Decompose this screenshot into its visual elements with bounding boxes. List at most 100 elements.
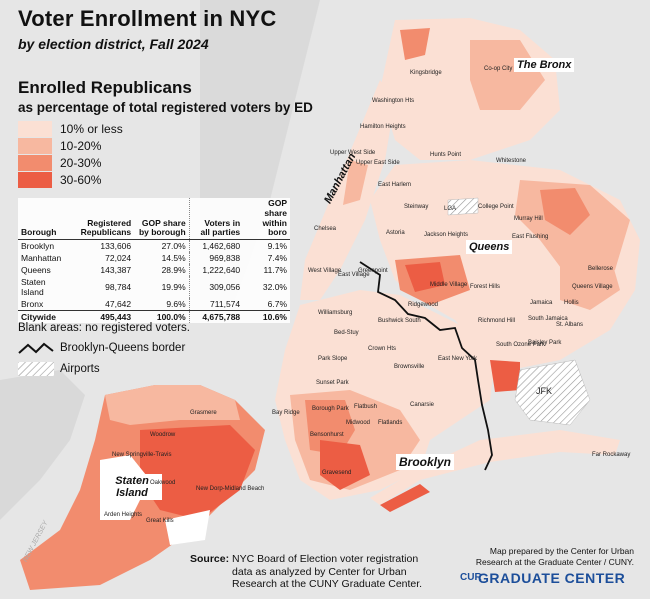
table-cell: 711,574 bbox=[188, 298, 244, 311]
table-cell: 98,784 bbox=[105, 282, 132, 293]
border-key-label: Brooklyn-Queens border bbox=[60, 342, 186, 354]
map-label: South Jamaica bbox=[528, 316, 568, 322]
table-cell: 14.5% bbox=[161, 253, 186, 264]
map-label: Far Rockaway bbox=[592, 452, 631, 458]
staten-island-north bbox=[105, 385, 240, 425]
table-cell: 47,642 bbox=[105, 299, 132, 310]
table-cell: 72,024 bbox=[105, 253, 132, 264]
legend-heading: Enrolled Republicans bbox=[18, 78, 192, 97]
rockaway-hot bbox=[380, 484, 430, 512]
map-label: Great Kills bbox=[146, 518, 174, 524]
table-cell: 32.0% bbox=[262, 282, 287, 293]
graduate-center-logo: GRADUATE CENTER bbox=[478, 570, 626, 586]
map-label: Murray Hill bbox=[514, 216, 543, 222]
map-label: Baisley Park bbox=[528, 340, 562, 346]
legend-label: 10-20% bbox=[60, 139, 102, 153]
table-cell: 100.0% bbox=[134, 310, 190, 324]
map-label: East Village bbox=[338, 272, 370, 278]
table-cell: 27.0% bbox=[161, 241, 186, 252]
jfk-airport bbox=[514, 359, 591, 426]
map-label: Co-op City bbox=[484, 66, 513, 72]
queens-patch4 bbox=[560, 250, 620, 310]
table-row: Bronx 47,642 9.6% 711,574 6.7% bbox=[18, 298, 290, 311]
table-header: Registered Republicans bbox=[66, 198, 135, 241]
brooklyn-hot3 bbox=[490, 360, 520, 392]
legend-swatch bbox=[18, 121, 52, 137]
brooklyn-queens-border bbox=[359, 261, 493, 471]
page-subtitle: by election district, Fall 2024 bbox=[18, 36, 209, 52]
map-label: Flatbush bbox=[354, 404, 378, 410]
legend-item: 10% or less bbox=[18, 120, 123, 138]
table-cell: Citywide bbox=[18, 310, 67, 324]
table-cell: 495,443 bbox=[66, 310, 135, 324]
legend-item: 20-30% bbox=[18, 154, 101, 172]
map-label: East Flushing bbox=[512, 234, 549, 240]
table-cell: 6.7% bbox=[267, 299, 287, 310]
map-label: Borough Park bbox=[312, 406, 349, 412]
map-label: Grasmere bbox=[190, 410, 217, 416]
table-cell: 143,387 bbox=[100, 265, 132, 276]
map-label: Middle Village bbox=[430, 282, 468, 288]
cur-logo-icon: CUR bbox=[460, 572, 482, 583]
map-label: Bay Ridge bbox=[272, 410, 300, 416]
map-label: Sunset Park bbox=[316, 380, 349, 386]
map-label: Kingsbridge bbox=[410, 70, 442, 76]
queens-hot1 bbox=[540, 188, 590, 235]
map-label: Forest Hills bbox=[470, 284, 501, 290]
rockaway bbox=[370, 430, 620, 505]
map-label: Queens Village bbox=[572, 284, 613, 290]
table-cell: Manhattan bbox=[21, 253, 62, 264]
table-header: GOP share within boro bbox=[243, 198, 290, 241]
border-key: Brooklyn-Queens border bbox=[18, 342, 185, 354]
map-label: Washington Hts bbox=[372, 98, 415, 104]
legend-swatch bbox=[18, 138, 52, 154]
map-label: Park Slope bbox=[318, 356, 348, 362]
map-label: Flatlands bbox=[378, 420, 403, 426]
table-cell: Queens bbox=[21, 265, 51, 276]
table-header: Borough bbox=[18, 198, 67, 241]
queens-hot3 bbox=[405, 262, 445, 292]
map-label: Brownsville bbox=[394, 364, 425, 370]
map-label: West Village bbox=[308, 268, 342, 274]
borough-label-brooklyn: Brooklyn bbox=[396, 454, 455, 470]
table-cell: 28.9% bbox=[161, 265, 186, 276]
staten-island-hot bbox=[140, 425, 255, 520]
map-label: Hollis bbox=[564, 300, 579, 306]
map-label: Chelsea bbox=[314, 226, 337, 232]
manhattan-patch bbox=[343, 160, 368, 205]
map-label: Jamaica bbox=[530, 300, 553, 306]
table-cell: 133,606 bbox=[100, 241, 132, 252]
map-credit: Map prepared by the Center for Urban Res… bbox=[475, 546, 634, 567]
table-cell: Brooklyn bbox=[21, 241, 55, 252]
map-label: JFK bbox=[536, 386, 553, 396]
map-label: Astoria bbox=[386, 230, 405, 236]
map-label: Bushwick South bbox=[378, 318, 421, 324]
table-cell: 1,222,640 bbox=[188, 264, 244, 277]
map-label: LGA bbox=[444, 206, 457, 212]
table-cell: 9.6% bbox=[166, 299, 186, 310]
map-label: St. Albans bbox=[556, 322, 584, 328]
map-label: Steinway bbox=[404, 204, 429, 210]
lga-airport bbox=[447, 197, 479, 216]
map-label: Hamilton Heights bbox=[360, 124, 406, 130]
map-label: Woodrow bbox=[150, 432, 176, 438]
table-cell: 9.1% bbox=[267, 241, 287, 252]
map-label: East Harlem bbox=[378, 182, 412, 188]
border-key-line bbox=[18, 342, 54, 354]
borough-label-queens: Queens bbox=[466, 240, 513, 254]
table-cell: Bronx bbox=[21, 299, 44, 310]
map-label: Midwood bbox=[346, 420, 371, 426]
map-label: Bellerose bbox=[588, 266, 614, 272]
borough-label-staten-island: Staten Island bbox=[102, 474, 162, 500]
map-label: New Springville-Travis bbox=[112, 452, 172, 458]
airports-key-label: Airports bbox=[60, 363, 100, 375]
table-row: Staten Island 98,784 19.9% 309,056 32.0% bbox=[18, 276, 290, 299]
legend-subheading: as percentage of total registered voters… bbox=[18, 100, 313, 115]
legend-label: 30-60% bbox=[60, 173, 102, 187]
table-cell: 1,462,680 bbox=[188, 239, 244, 253]
table-header: GOP share by borough bbox=[134, 198, 190, 241]
source-text: NYC Board of Election voter registration… bbox=[232, 553, 423, 590]
table-cell: 10.6% bbox=[243, 310, 290, 324]
table-row: Queens 143,387 28.9% 1,222,640 11.7% bbox=[18, 264, 290, 277]
